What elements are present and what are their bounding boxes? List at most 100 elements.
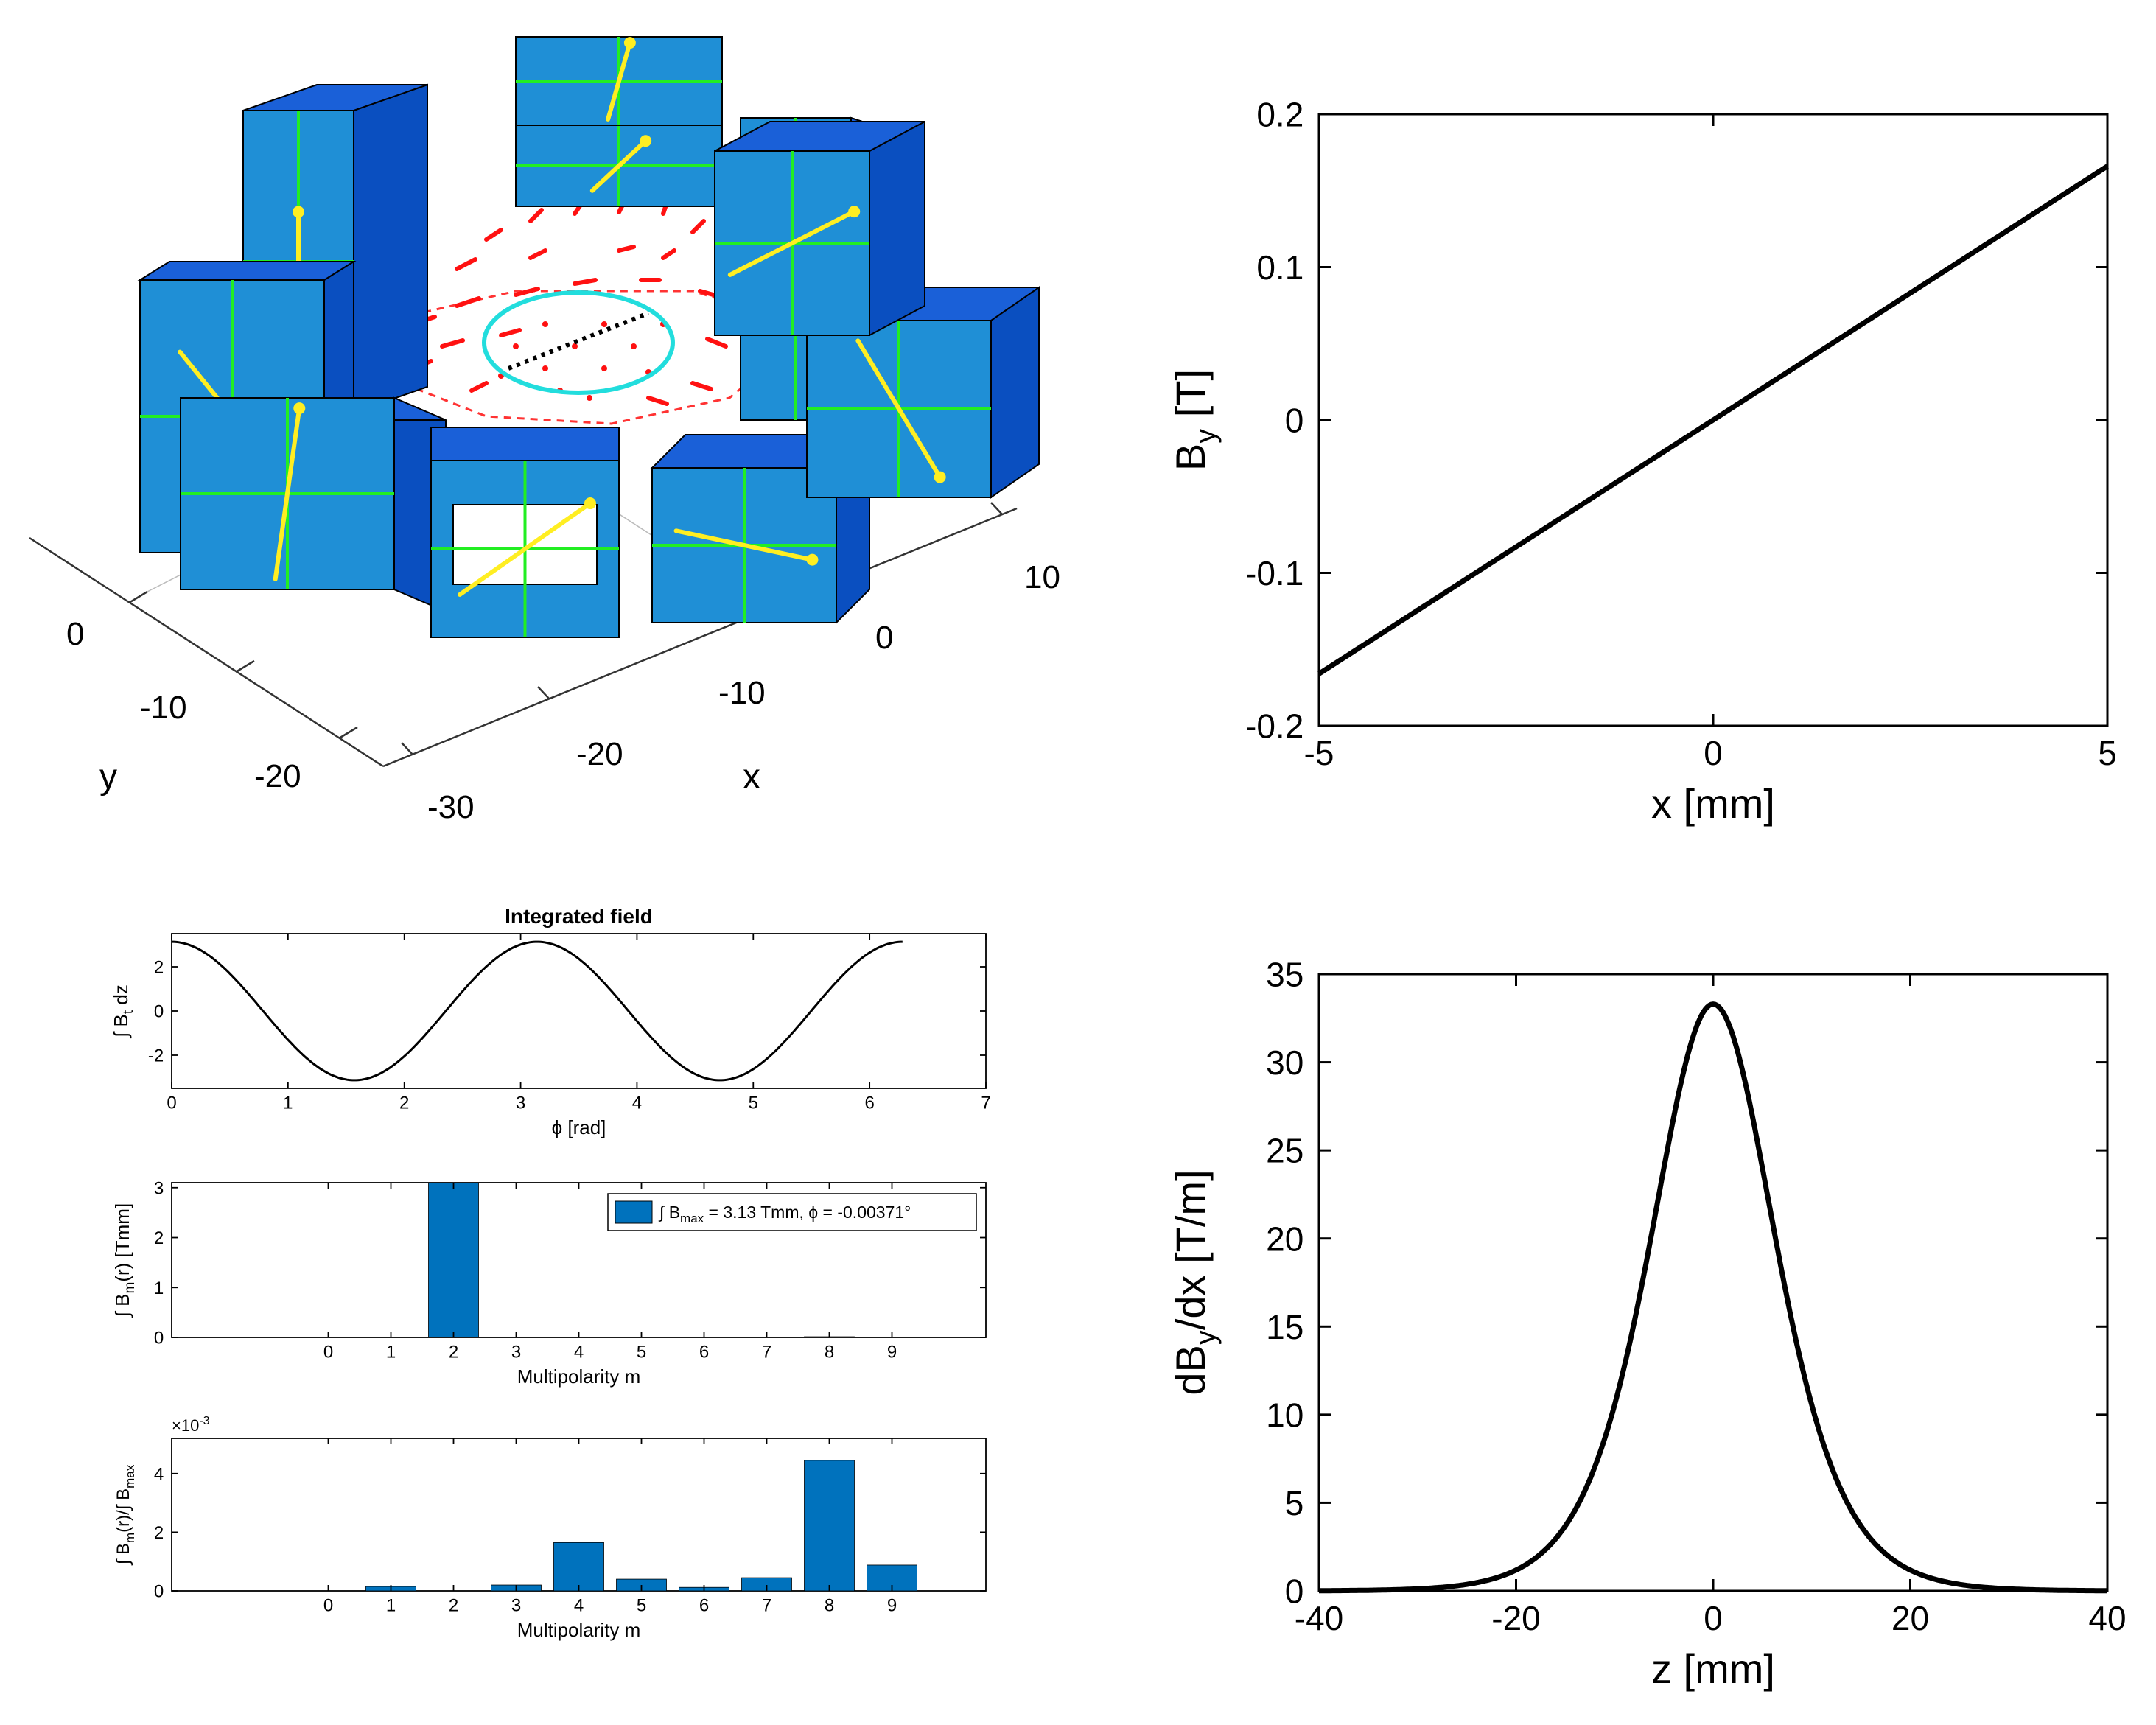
x-tick-label: 0	[1704, 734, 1723, 772]
x-tick-label: 7	[981, 1094, 990, 1113]
magnet-block-6	[430, 427, 620, 638]
y-tick-label: 0	[154, 1329, 164, 1348]
bar-m2	[428, 1182, 479, 1338]
gradient-vs-z-xlabel: z [mm]	[1651, 1645, 1775, 1692]
field-region	[344, 198, 831, 425]
multipoles-absolute-legend: ∫ Bmax = 3.13 Tmm, ϕ = -0.00371°	[607, 1193, 977, 1231]
y-tick-label: 4	[154, 1464, 164, 1484]
3d-y-tick-0: 0	[66, 616, 84, 652]
3d-x-axis-label: x	[743, 757, 760, 797]
y-tick-label: 0	[154, 1002, 164, 1022]
measurement-line	[507, 311, 650, 371]
magnet-block-2	[515, 125, 723, 207]
x-tick-label: 8	[825, 1596, 834, 1616]
x-tick-label: 40	[2088, 1599, 2126, 1637]
x-tick-label: 3	[511, 1596, 521, 1616]
integrated-field-xlabel: ϕ [rad]	[552, 1116, 606, 1138]
y-tick-label: 20	[1266, 1220, 1303, 1258]
by-vs-x-series-line	[1317, 164, 2109, 676]
x-tick-label: 1	[283, 1094, 293, 1113]
multipoles-absolute-chart: 0 1 2 3 4 5 6 7 8 9 0 1 2 3 Multipolarity m ∫ Bm(r) […	[111, 1178, 987, 1388]
y-tick-label: 30	[1266, 1043, 1303, 1082]
multipoles-relative-xlabel: Multipolarity m	[517, 1619, 641, 1641]
x-tick-label: 0	[323, 1343, 333, 1362]
y-tick-label: 3	[154, 1178, 164, 1198]
multipoles-relative-chart: 0 1 2 3 4 5 6 7 8 9 0 2 4 Multipolarity m ∫ Bm(r)/∫ …	[113, 1415, 987, 1641]
x-tick-label: -5	[1304, 734, 1334, 772]
x-tick-label: 6	[699, 1343, 709, 1362]
x-tick-label: 1	[386, 1343, 396, 1362]
x-tick-label: -20	[1491, 1599, 1540, 1637]
integrated-field-series-line	[172, 940, 903, 1082]
x-tick-label: 7	[762, 1596, 771, 1616]
y-tick-label: 35	[1266, 956, 1303, 994]
multipoles-absolute-xlabel: Multipolarity m	[517, 1365, 641, 1388]
x-tick-label: 2	[449, 1596, 458, 1616]
bar-m4	[553, 1542, 604, 1592]
x-tick-label: 2	[399, 1094, 409, 1113]
x-tick-label: 3	[511, 1343, 521, 1362]
y-tick-label: 15	[1266, 1308, 1303, 1346]
magnet-block-9	[515, 36, 723, 126]
3d-y-axis-label: y	[99, 757, 117, 797]
x-tick-label: 1	[386, 1596, 396, 1616]
3d-x-tick-2: -10	[718, 675, 766, 711]
y-tick-label: 2	[154, 1523, 164, 1543]
by-vs-x-xlabel: x [mm]	[1651, 780, 1775, 827]
by-vs-x-ylabel: By [T]	[1167, 369, 1222, 471]
x-tick-label: 4	[574, 1596, 584, 1616]
by-vs-x-chart: -5 0 5 -0.2 -0.1 0 0.1 0.2 x [mm] By [T]	[1167, 96, 2117, 827]
multipoles-absolute-ylabel: ∫ Bm(r) [Tmm]	[111, 1203, 138, 1318]
x-tick-label: 0	[1704, 1599, 1723, 1637]
y-tick-label: 0.1	[1256, 248, 1303, 287]
gradient-vs-z-plot-area	[1317, 973, 2109, 1592]
multipoles-relative-exponent: ×10-3	[172, 1415, 210, 1435]
x-tick-label: 5	[637, 1596, 646, 1616]
x-tick-label: 7	[762, 1343, 771, 1362]
magnet-block-5	[180, 396, 447, 613]
y-tick-label: 0.2	[1256, 96, 1303, 134]
y-tick-label: 0	[1285, 1572, 1304, 1611]
y-tick-label: 5	[1285, 1484, 1304, 1522]
3d-y-tick-2: -20	[254, 758, 301, 794]
y-tick-label: 1	[154, 1278, 164, 1298]
x-tick-label: 4	[574, 1343, 584, 1362]
3d-x-tick-4: -30	[427, 789, 475, 825]
x-tick-label: 3	[516, 1094, 525, 1113]
x-tick-label: 0	[167, 1094, 176, 1113]
gradient-vs-z-ylabel: dBy/dx [T/m]	[1167, 1169, 1222, 1395]
x-tick-label: 8	[825, 1343, 834, 1362]
bar-m8	[804, 1460, 855, 1592]
x-tick-label: 0	[323, 1596, 333, 1616]
x-tick-label: 5	[637, 1343, 646, 1362]
multipoles-relative-ylabel: ∫ Bm(r)/∫ Bmax	[113, 1464, 137, 1566]
3d-x-tick-0: 10	[1024, 559, 1060, 595]
y-tick-label: 2	[154, 958, 164, 978]
y-tick-label: -0.1	[1245, 554, 1303, 592]
integrated-field-title: Integrated field	[505, 905, 653, 928]
y-tick-label: -2	[148, 1046, 164, 1066]
x-tick-label: -40	[1295, 1599, 1343, 1637]
y-tick-label: 10	[1266, 1396, 1303, 1434]
integrated-field-ylabel: ∫ Bt dz	[110, 984, 136, 1039]
gradient-vs-z-series-line	[1319, 1001, 2107, 1594]
y-tick-label: -0.2	[1245, 707, 1303, 746]
x-tick-label: 4	[632, 1094, 642, 1113]
x-tick-label: 9	[887, 1343, 897, 1362]
x-tick-label: 5	[749, 1094, 758, 1113]
3d-x-tick-3: -20	[576, 736, 623, 772]
x-tick-label: 2	[449, 1343, 458, 1362]
x-tick-label: 20	[1891, 1599, 1929, 1637]
x-tick-label: 5	[2098, 734, 2117, 772]
gradient-vs-z-chart: -40 -20 0 20 40 0 5 10 15 20 25 30 35 z [mm] dBy/dx …	[1167, 956, 2127, 1692]
3d-x-tick-1: 0	[875, 620, 893, 656]
legend-entry: ∫ Bmax = 3.13 Tmm, ϕ = -0.00371°	[658, 1203, 911, 1225]
x-tick-label: 9	[887, 1596, 897, 1616]
integrated-field-chart: 0 1 2 3 4 5 6 7 -2 0 2 Integrated field ϕ [rad] ∫ …	[110, 905, 991, 1138]
legend-swatch	[615, 1200, 653, 1224]
3d-y-tick-1: -10	[140, 690, 187, 726]
y-tick-label: 0	[1285, 402, 1304, 440]
magnet-block-10	[714, 120, 925, 337]
y-tick-label: 0	[154, 1582, 164, 1602]
